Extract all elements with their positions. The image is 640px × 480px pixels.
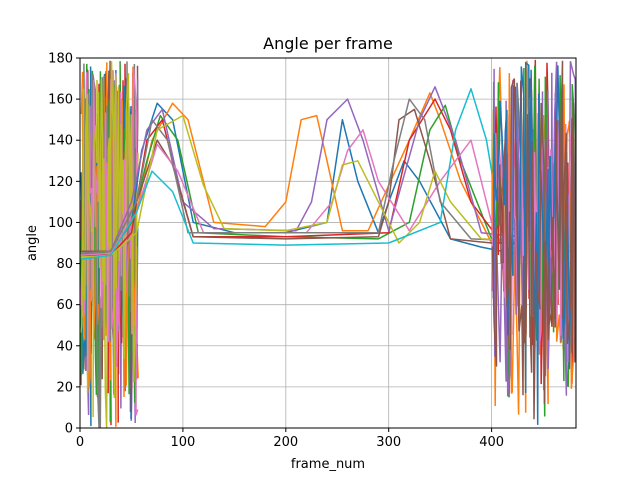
y-axis-label: angle (25, 225, 40, 261)
y-tick-label: 140 (48, 134, 73, 149)
y-tick-label: 80 (56, 257, 73, 272)
y-tick-label: 160 (48, 93, 73, 108)
y-tick-label: 20 (56, 380, 73, 395)
series-layer (80, 59, 576, 428)
y-tick-label: 120 (48, 175, 73, 190)
noise-series-left-8 (80, 61, 139, 428)
x-tick-label: 100 (170, 435, 195, 450)
series-line-8 (80, 114, 576, 259)
noise-series-left-7 (80, 68, 139, 416)
y-tick-label: 100 (48, 216, 73, 231)
x-tick-label: 0 (76, 435, 84, 450)
x-tick-label: 300 (376, 435, 401, 450)
y-tick-label: 60 (56, 298, 73, 313)
series-line-4 (80, 86, 576, 255)
x-axis-label: frame_num (291, 457, 365, 472)
y-tick-label: 0 (65, 422, 73, 437)
y-tick-label: 180 (48, 52, 73, 67)
x-tick-label: 200 (273, 435, 298, 450)
chart-title: Angle per frame (263, 34, 393, 53)
plot-frame (79, 57, 577, 429)
axis-ticks: 0 100 200 300 400 0 20 40 60 80 100 120 140 160 180 (48, 52, 504, 451)
series-line-5 (80, 108, 576, 252)
y-tick-label: 40 (56, 339, 73, 354)
noise-series-right-6 (491, 60, 576, 420)
series-line-9 (80, 88, 576, 261)
series-line-7 (80, 98, 576, 255)
x-tick-label: 400 (479, 435, 504, 450)
